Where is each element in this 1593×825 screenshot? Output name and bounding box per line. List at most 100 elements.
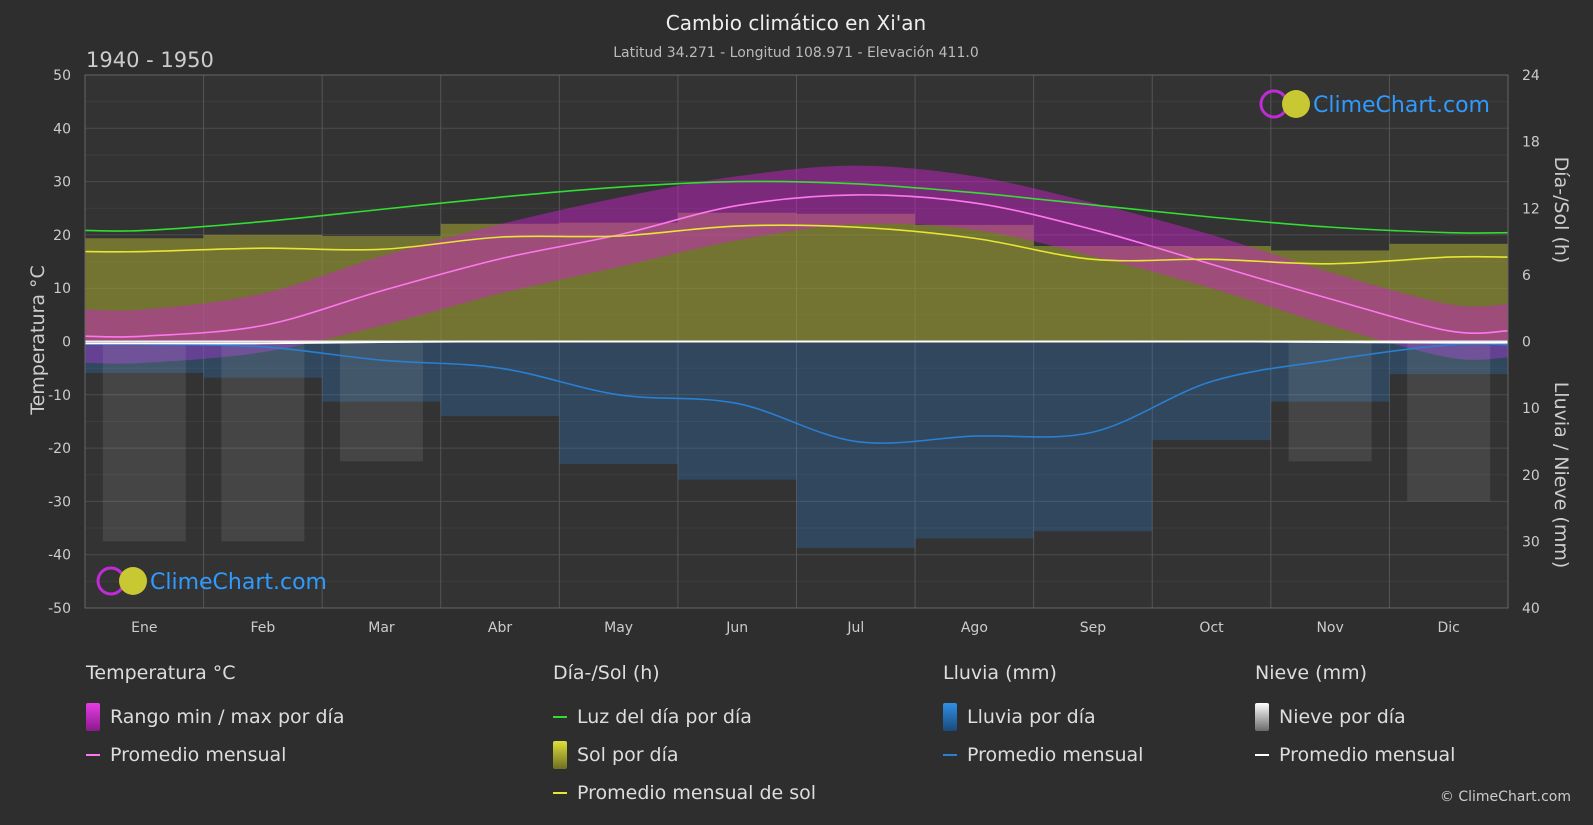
daylight-swatch [553, 716, 567, 718]
temp-avg-line [84, 194, 1509, 338]
right-bottom-tick-label: 30 [1522, 534, 1540, 550]
sun-avg-line [84, 224, 1509, 265]
rain-swatch [943, 703, 957, 731]
sunshine-bar [915, 224, 1034, 342]
legend-title: Lluvia (mm) [943, 662, 1057, 684]
left-tick-label: -40 [48, 548, 71, 564]
legend-label: Promedio mensual de sol [577, 782, 817, 804]
rain-bar [677, 341, 797, 480]
sunshine-bar [85, 238, 204, 342]
sunshine-bar [203, 234, 323, 342]
data-lines [84, 74, 1509, 609]
snow-bar [1407, 341, 1491, 502]
sunshine-bar [796, 213, 916, 342]
rain-avg-line [84, 342, 1509, 444]
left-tick-label: 50 [53, 68, 71, 84]
left-tick-label: -30 [48, 494, 71, 510]
month-label: Sep [1080, 620, 1107, 636]
month-label: Nov [1316, 620, 1343, 636]
left-axis-title: Temperatura °C [27, 265, 49, 416]
right-top-tick-label: 6 [1522, 268, 1531, 284]
period-label: 1940 - 1950 [86, 48, 214, 72]
right-top-tick-label: 0 [1522, 335, 1531, 351]
chart-subtitle: Latitud 34.271 - Longitud 108.971 - Elev… [613, 45, 978, 61]
legend-label: Nieve por día [1279, 706, 1406, 728]
left-tick-label: -20 [48, 441, 71, 457]
month-label: Feb [250, 620, 275, 636]
sunshine-bar [440, 223, 560, 342]
snow-swatch [1255, 703, 1269, 731]
copyright: © ClimeChart.com [1439, 789, 1571, 805]
sun-avg-swatch [553, 792, 567, 794]
rain-avg-swatch [943, 754, 957, 756]
legend-label: Promedio mensual [1279, 744, 1456, 766]
left-tick-label: 0 [62, 335, 71, 351]
legend-rain: Lluvia (mm) Lluvia por día Promedio mens… [943, 662, 1143, 774]
rain-bar [440, 341, 560, 417]
sunshine-bar [1152, 246, 1271, 342]
right-top-tick-label: 24 [1522, 68, 1540, 84]
legend-label: Rango min / max por día [110, 706, 345, 728]
month-label: Jun [725, 620, 748, 636]
right-bottom-axis-title: Lluvia / Nieve (mm) [1550, 382, 1572, 569]
legend-label: Lluvia por día [967, 706, 1096, 728]
month-label: Oct [1199, 620, 1224, 636]
legend-label: Luz del día por día [577, 706, 752, 728]
sunshine-bar [677, 212, 797, 342]
legend-title: Nieve (mm) [1255, 662, 1367, 684]
legend-temperature: Temperatura °C Rango min / max por día P… [86, 662, 344, 774]
left-tick-label: -10 [48, 388, 71, 404]
sunshine-swatch [553, 741, 567, 769]
temp-avg-swatch [86, 754, 100, 756]
left-tick-label: -50 [48, 601, 71, 617]
chart-title: Cambio climático en Xi'an [666, 11, 926, 35]
left-tick-label: 20 [53, 228, 71, 244]
logo-sun-icon [119, 567, 147, 595]
axis-ticks: 50 40 30 20 10 0 -10 -20 -30 -40 -50 24 18 12 6 0 10 20 30… [48, 68, 1540, 636]
sunshine-bar [322, 236, 441, 342]
rain-bar [796, 341, 916, 549]
left-tick-label: 40 [53, 121, 71, 137]
rain-bar [322, 341, 441, 402]
brand-name-top: ClimeChart.com [1313, 93, 1490, 118]
right-top-axis-title: Día-/Sol (h) [1550, 157, 1572, 264]
rain-bar [1152, 341, 1271, 441]
left-tick-label: 10 [53, 281, 71, 297]
logo-sun-icon [1282, 90, 1310, 118]
snow-bar [221, 341, 305, 542]
month-label: Dic [1438, 620, 1460, 636]
sunshine-bar [1033, 246, 1153, 342]
right-bottom-tick-label: 40 [1522, 601, 1540, 617]
right-top-tick-label: 18 [1522, 135, 1540, 151]
brand-logo-top[interactable]: ClimeChart.com [1259, 89, 1490, 119]
month-label: Mar [368, 620, 395, 636]
month-label: Ago [961, 620, 988, 636]
month-label: May [604, 620, 633, 636]
rain-bar [1389, 341, 1508, 375]
snow-avg-swatch [1255, 754, 1269, 756]
right-bottom-tick-label: 10 [1522, 401, 1540, 417]
snow-bar [102, 341, 186, 542]
legend-label: Sol por día [577, 744, 679, 766]
plot-frame [84, 74, 1509, 609]
snow-avg-line [84, 340, 1509, 345]
right-top-tick-label: 12 [1522, 201, 1540, 217]
legend-label: Promedio mensual [967, 744, 1144, 766]
left-tick-label: 30 [53, 175, 71, 191]
temp-range-swatch [86, 703, 100, 731]
month-label: Ene [131, 620, 157, 636]
snow-bar [1288, 341, 1372, 462]
brand-logo-bottom[interactable]: ClimeChart.com [96, 566, 327, 596]
legend-sun: Día-/Sol (h) Luz del día por día Sol por… [553, 662, 816, 812]
rain-bar [559, 341, 678, 465]
sunshine-bar [1270, 250, 1390, 342]
month-label: Abr [488, 620, 512, 636]
legend-title: Día-/Sol (h) [553, 662, 660, 684]
daylight-line [84, 180, 1509, 234]
legend-label: Promedio mensual [110, 744, 287, 766]
month-label: Jul [846, 620, 864, 636]
rain-bar [1270, 341, 1390, 402]
legend-title: Temperatura °C [86, 662, 236, 684]
brand-name-bottom: ClimeChart.com [150, 570, 327, 595]
